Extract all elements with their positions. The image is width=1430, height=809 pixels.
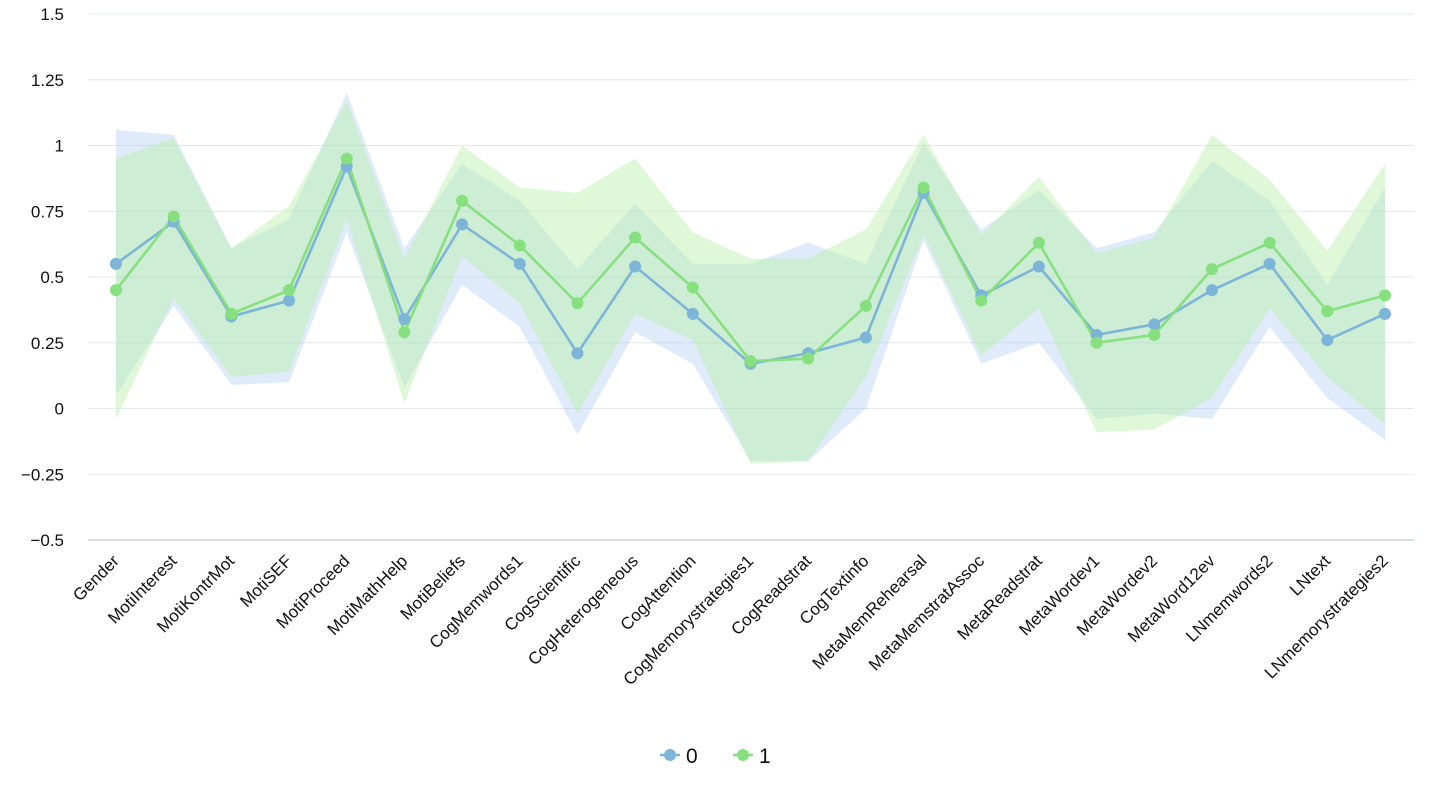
series-0-point[interactable] (283, 294, 296, 307)
series-1-point[interactable] (917, 181, 930, 194)
series-1-point[interactable] (629, 231, 642, 244)
x-axis: GenderMotiInterestMotiKontrMotMotiSEFMot… (69, 551, 1392, 689)
series-1-point[interactable] (744, 355, 757, 368)
series-1-point[interactable] (283, 284, 296, 297)
legend-label: 1 (759, 745, 771, 768)
series-1-point[interactable] (1032, 236, 1045, 249)
legend-item-1[interactable]: 1 (733, 745, 771, 768)
series-1-point[interactable] (802, 352, 815, 365)
x-tick-label: Gender (69, 551, 123, 605)
series-0-point[interactable] (1032, 260, 1045, 273)
series-1-band (116, 100, 1385, 464)
series-1-point[interactable] (456, 194, 469, 207)
x-tick-label: MetaMemRehearsal (809, 551, 931, 673)
x-tick-label: LNtext (1286, 551, 1334, 599)
x-tick-label: MotiSEF (236, 551, 296, 611)
series-1-point[interactable] (513, 239, 526, 252)
x-tick-label: CogHeterogeneous (524, 551, 642, 669)
series-0-point[interactable] (1321, 334, 1334, 347)
series-0-point[interactable] (571, 347, 584, 360)
series-1-point[interactable] (1090, 336, 1103, 349)
series-1-point[interactable] (1263, 236, 1276, 249)
series-0-point[interactable] (859, 331, 872, 344)
y-tick-label: 0.75 (31, 202, 64, 221)
series-1-point[interactable] (859, 299, 872, 312)
y-tick-label: 0.5 (40, 268, 64, 287)
y-tick-label: 1.25 (31, 71, 64, 90)
y-tick-label: −0.5 (30, 531, 64, 550)
series-1-point[interactable] (686, 281, 699, 294)
series-0-point[interactable] (686, 307, 699, 320)
series-0-point[interactable] (1379, 307, 1391, 320)
series-0-point[interactable] (398, 313, 411, 326)
series-1-point[interactable] (1321, 305, 1334, 318)
y-tick-label: 0.25 (31, 334, 64, 353)
series-0-point[interactable] (456, 218, 469, 231)
y-tick-label: 1.5 (40, 5, 64, 24)
series-1-point[interactable] (110, 284, 122, 297)
series-1-point[interactable] (1205, 263, 1218, 276)
series-0-point[interactable] (1263, 257, 1276, 270)
y-axis: −0.5 −0.25 0 0.25 0.5 0.75 1 1.25 1.5 (21, 5, 64, 550)
series-0-point[interactable] (110, 257, 122, 270)
series-1-point[interactable] (398, 326, 411, 339)
series-1-point[interactable] (340, 152, 353, 165)
series-0-point[interactable] (1205, 284, 1218, 297)
series-points (110, 152, 1391, 370)
series-0-point[interactable] (513, 257, 526, 270)
series-1-point[interactable] (571, 297, 584, 310)
series-1-point[interactable] (225, 307, 238, 320)
legend-label: 0 (686, 745, 698, 768)
series-0-point[interactable] (1148, 318, 1161, 331)
y-tick-label: −0.25 (21, 465, 64, 484)
series-1-point[interactable] (975, 294, 988, 307)
y-tick-label: 1 (55, 137, 64, 156)
legend-item-0[interactable]: 0 (660, 745, 698, 768)
series-0-band (116, 92, 1385, 462)
series-1-point[interactable] (167, 210, 180, 223)
legend-marker (664, 749, 676, 761)
confidence-bands (116, 92, 1385, 464)
series-0-point[interactable] (629, 260, 642, 273)
y-tick-label: 0 (55, 400, 64, 419)
legend-marker (737, 749, 749, 761)
gridlines (88, 13, 1414, 541)
series-1-point[interactable] (1379, 289, 1391, 302)
series-1-point[interactable] (1148, 328, 1161, 341)
